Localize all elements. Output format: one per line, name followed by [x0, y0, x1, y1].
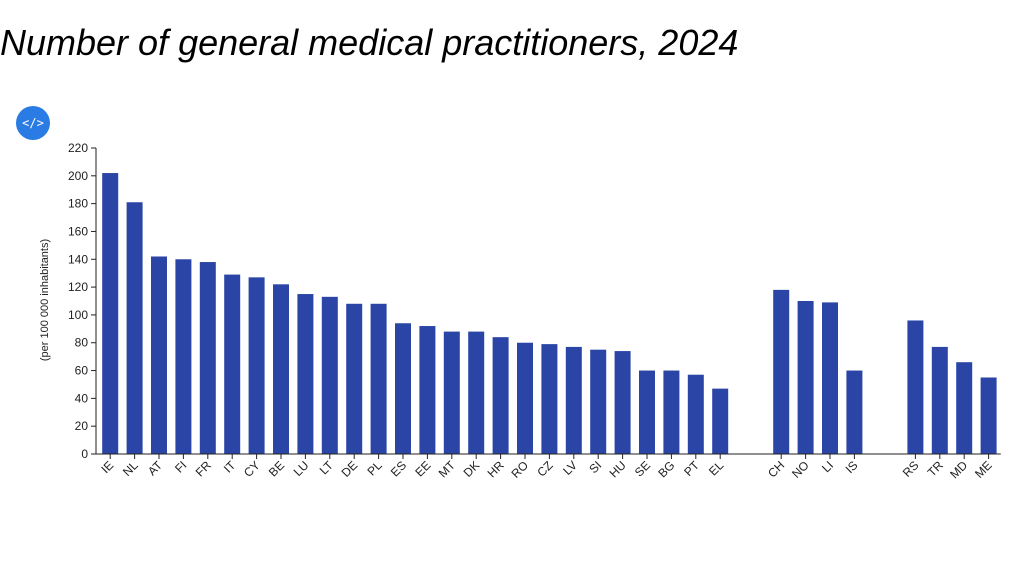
chart-title: Number of general medical practitioners,…: [0, 22, 739, 63]
bar-cy: [248, 277, 265, 454]
x-tick-label-lv: LV: [560, 458, 580, 478]
embed-code-button[interactable]: </>: [16, 106, 50, 140]
x-tick-label-ee: EE: [412, 458, 433, 479]
bar-el: [712, 388, 729, 454]
x-tick-label-it: IT: [221, 458, 239, 476]
bar-me: [980, 377, 997, 454]
bar-at: [151, 256, 167, 454]
bar-ch: [773, 289, 790, 454]
x-tick-label-lt: LT: [317, 458, 337, 478]
code-icon: </>: [22, 116, 44, 130]
bar-lt: [321, 296, 338, 454]
x-tick-label-es: ES: [388, 458, 409, 479]
bar-lv: [565, 346, 582, 454]
bar-is: [846, 370, 863, 454]
x-tick-label-de: DE: [339, 458, 361, 480]
bar-lu: [297, 294, 314, 454]
x-tick-label-pl: PL: [364, 458, 385, 479]
bar-md: [956, 362, 973, 454]
x-tick-label-tr: TR: [925, 458, 946, 479]
y-tick-label: 0: [81, 447, 88, 461]
y-tick-label: 160: [68, 224, 88, 238]
x-tick-label-fi: FI: [172, 458, 189, 475]
x-tick-label-pt: PT: [681, 458, 702, 479]
bar-dk: [468, 331, 485, 454]
bar-si: [590, 349, 607, 454]
x-tick-label-md: MD: [947, 458, 970, 481]
bar-mt: [443, 331, 460, 454]
x-tick-label-dk: DK: [461, 458, 483, 480]
x-tick-label-hu: HU: [607, 458, 629, 480]
y-tick-label: 180: [68, 197, 88, 211]
y-tick-label: 140: [68, 252, 88, 266]
x-tick-label-cz: CZ: [534, 458, 555, 479]
bar-de: [346, 303, 363, 454]
bar-bg: [663, 370, 680, 454]
x-tick-label-ch: CH: [765, 458, 787, 480]
x-tick-label-el: EL: [706, 458, 727, 479]
bar-li: [822, 302, 838, 454]
bar-ee: [419, 326, 436, 454]
x-tick-label-is: IS: [843, 458, 861, 476]
x-axis: IE NL AT FI FR IT CY BE LU LT DE PL ES EE MT DK HR RO CZ LV…: [96, 453, 1001, 481]
x-tick-label-be: BE: [266, 458, 287, 479]
y-tick-label: 80: [75, 336, 89, 350]
x-tick-label-cy: CY: [241, 458, 263, 480]
bar-hr: [492, 337, 509, 454]
x-tick-label-bg: BG: [655, 458, 677, 480]
y-axis-label: (per 100 000 inhabitants): [39, 239, 51, 361]
x-tick-label-mt: MT: [436, 458, 459, 481]
x-tick-label-ie: IE: [98, 458, 116, 476]
x-tick-label-rs: RS: [900, 458, 922, 480]
x-tick-label-lu: LU: [291, 458, 312, 479]
x-tick-label-me: ME: [972, 458, 995, 481]
bar-fi: [175, 259, 192, 454]
bar-ie: [102, 173, 119, 454]
x-tick-label-li: LI: [819, 458, 836, 475]
bar-it: [224, 274, 241, 454]
y-tick-label: 40: [75, 391, 89, 405]
y-tick-label: 100: [68, 308, 88, 322]
bar-no: [797, 301, 814, 454]
y-tick-label: 20: [75, 419, 89, 433]
y-tick-label: 200: [68, 169, 88, 183]
bar-pl: [370, 303, 387, 454]
x-tick-label-fr: FR: [193, 458, 214, 479]
y-tick-label: 220: [68, 141, 88, 155]
y-axis: 0 20 40 60 80 100 120 140 160 180 200 220: [68, 141, 97, 461]
bar-be: [273, 284, 289, 454]
bar-tr: [931, 346, 948, 454]
y-tick-label: 60: [75, 364, 89, 378]
bar-se: [639, 370, 655, 454]
bar-cz: [541, 344, 558, 454]
x-tick-label-ro: RO: [508, 458, 531, 481]
bar-es: [395, 323, 411, 454]
x-tick-label-se: SE: [632, 458, 653, 479]
x-tick-label-hr: HR: [485, 458, 507, 480]
bars: [102, 173, 997, 454]
bar-hu: [614, 351, 631, 454]
x-tick-label-si: SI: [586, 458, 604, 476]
bar-fr: [199, 262, 216, 454]
bar-nl: [126, 202, 143, 454]
y-tick-label: 120: [68, 280, 88, 294]
bar-pt: [687, 374, 704, 454]
x-tick-label-at: AT: [145, 458, 166, 479]
bar-rs: [907, 320, 924, 454]
bar-ro: [517, 342, 533, 454]
x-tick-label-no: NO: [789, 458, 812, 481]
x-tick-label-nl: NL: [120, 458, 141, 479]
